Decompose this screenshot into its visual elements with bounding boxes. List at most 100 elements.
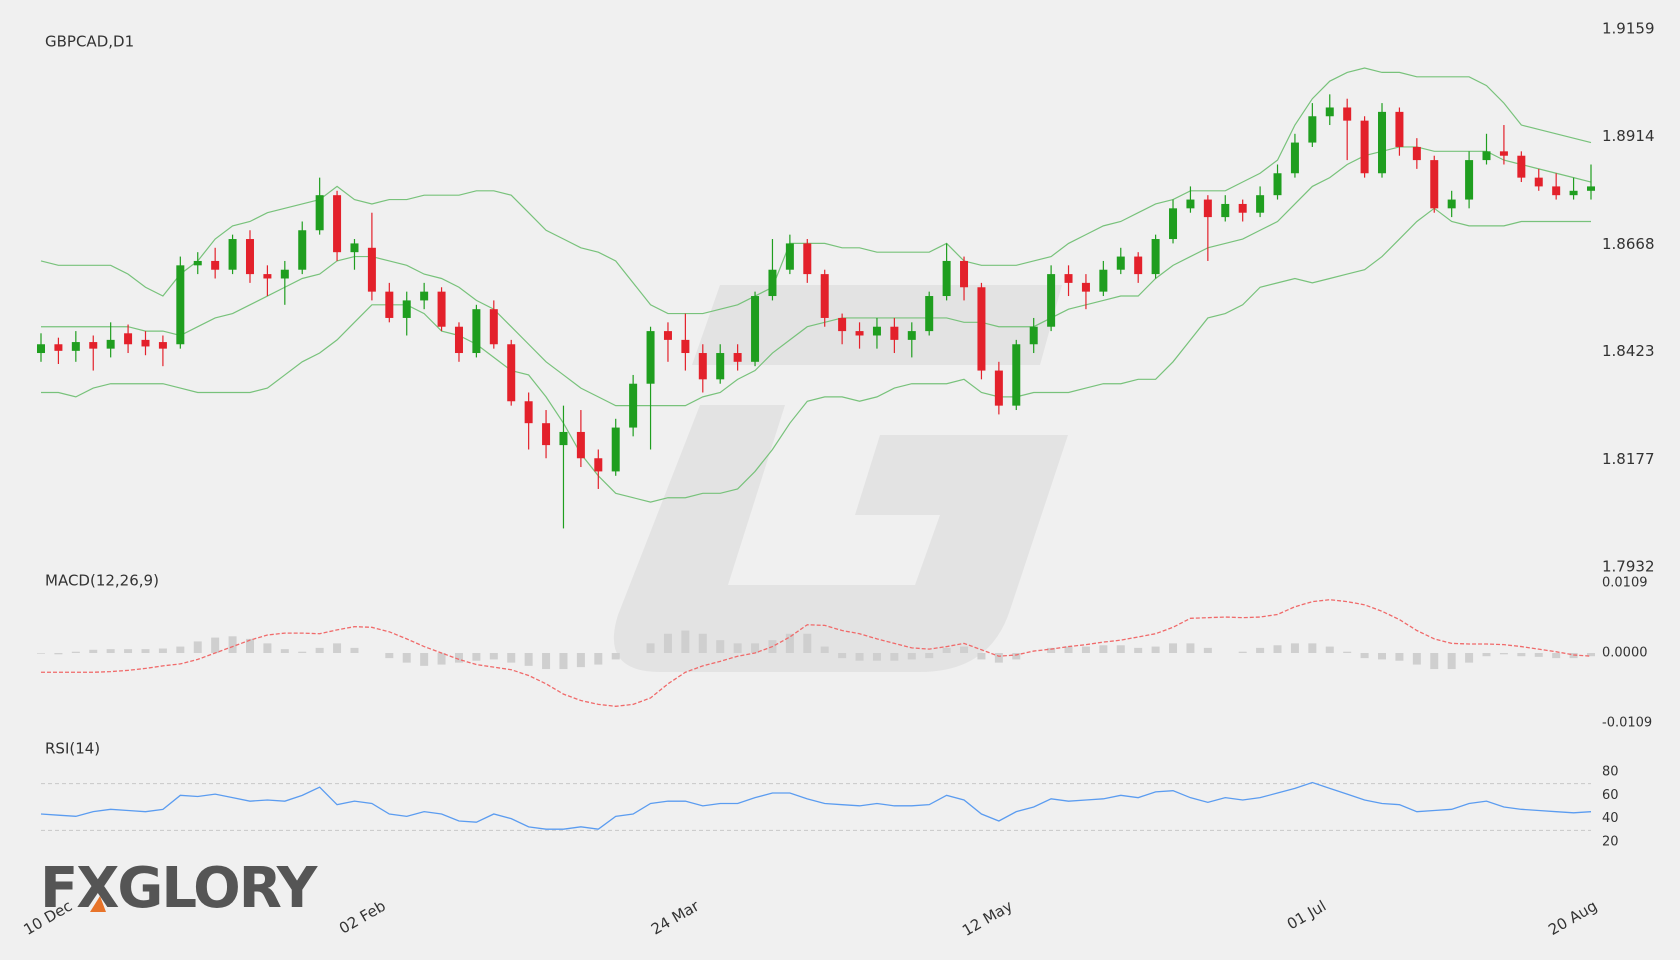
candle-body [1325, 107, 1334, 117]
macd-histogram-bar [524, 653, 533, 666]
bollinger-band [40, 67, 1592, 315]
macd-histogram-bar [141, 649, 150, 653]
candle-body [751, 296, 760, 362]
candle-body [994, 370, 1003, 406]
macd-histogram-bar [872, 653, 881, 661]
macd-histogram-bar [489, 653, 498, 660]
candle-body [385, 291, 394, 318]
macd-histogram-bar [611, 653, 620, 660]
logo-accent [90, 896, 106, 912]
macd-histogram-bar [1447, 653, 1456, 670]
macd-histogram-bar [1012, 653, 1021, 660]
macd-histogram-bar [1395, 653, 1404, 661]
macd-histogram-bar [855, 653, 864, 661]
macd-histogram-bar [1081, 646, 1090, 653]
candle-body [698, 353, 707, 380]
macd-histogram-bar [158, 648, 167, 653]
candle-body [437, 291, 446, 327]
macd-histogram-bar [315, 647, 324, 653]
candle-body [193, 260, 202, 266]
candle-body [733, 353, 742, 362]
panel-title: GBPCAD,D1 [45, 33, 134, 51]
candle-body [542, 423, 551, 446]
candle-body [942, 260, 951, 297]
candle-body [245, 239, 254, 275]
candle-body [454, 326, 463, 354]
candle-body [315, 195, 324, 231]
candle-body [1134, 256, 1143, 275]
macd-histogram-bar [1203, 647, 1212, 653]
macd-histogram-bar [1482, 653, 1491, 657]
macd-histogram-bar [1587, 653, 1595, 657]
macd-histogram-bar [820, 646, 829, 653]
macd-histogram-bar [37, 653, 45, 654]
candle-body [594, 458, 603, 472]
candle-body [716, 353, 725, 380]
candle-body [1116, 256, 1125, 270]
candle-body [1499, 151, 1508, 156]
y-tick-label: 1.9159 [1602, 20, 1655, 38]
candle-body [158, 342, 167, 349]
candle-body [71, 342, 80, 351]
candle-body [507, 344, 516, 402]
candle-body [1534, 177, 1543, 187]
candle-body [1465, 160, 1474, 200]
candle-body [1169, 208, 1178, 240]
macd-histogram-bar [559, 653, 568, 670]
candle-body [420, 291, 429, 301]
candle-body [1482, 151, 1491, 161]
candle-body [472, 309, 481, 354]
candle-body [1395, 111, 1404, 147]
macd-histogram-bar [437, 653, 446, 665]
macd-histogram-bar [193, 641, 202, 653]
panel-title: MACD(12,26,9) [45, 572, 159, 590]
candle-body [611, 427, 620, 472]
bollinger-band [41, 207, 1591, 503]
candle-body [211, 260, 220, 270]
macd-histogram-bar [245, 638, 254, 653]
candle-body [1343, 107, 1352, 121]
logo: FXGLORY [40, 856, 319, 921]
macd-histogram-bar [507, 653, 516, 663]
macd-histogram-bar [751, 643, 760, 653]
macd-histogram-bar [1064, 646, 1073, 653]
macd-histogram-bar [1499, 653, 1508, 655]
macd-histogram-bar [698, 633, 707, 653]
candle-body [925, 296, 934, 332]
macd-histogram-bar [663, 633, 672, 653]
candle-body [124, 333, 133, 345]
macd-histogram-bar [472, 653, 481, 661]
candle-body [350, 243, 359, 253]
candle-body [1029, 326, 1038, 345]
panel-title: RSI(14) [45, 740, 100, 758]
y-tick-label: 1.8668 [1602, 235, 1655, 253]
candle-body [1238, 203, 1247, 213]
candle-body [629, 383, 638, 428]
macd-histogram-bar [1465, 653, 1474, 663]
candle-body [1308, 116, 1317, 143]
candle-body [106, 339, 115, 349]
y-tick-label: 80 [1602, 765, 1619, 780]
macd-histogram-bar [333, 643, 342, 653]
candle-body [1081, 282, 1090, 292]
candle-body [960, 260, 969, 288]
candle-body [280, 269, 289, 279]
candle-body [228, 239, 237, 270]
macd-histogram-bar [228, 636, 237, 653]
macd-histogram-bar [350, 647, 359, 653]
x-tick-label: 20 Aug [1545, 897, 1600, 939]
candle-body [1378, 111, 1387, 174]
macd-histogram-bar [1169, 643, 1178, 653]
candle-body [263, 274, 272, 279]
candle-body [1012, 344, 1021, 406]
macd-histogram-bar [907, 653, 916, 660]
candle-body [1273, 173, 1282, 196]
candle-body [1587, 186, 1595, 191]
macd-histogram-bar [1099, 645, 1108, 653]
macd-histogram-bar [71, 651, 80, 653]
candle-body [785, 243, 794, 270]
macd-histogram-bar [942, 647, 951, 653]
x-tick-label: 24 Mar [648, 896, 703, 938]
candle-body [907, 331, 916, 340]
